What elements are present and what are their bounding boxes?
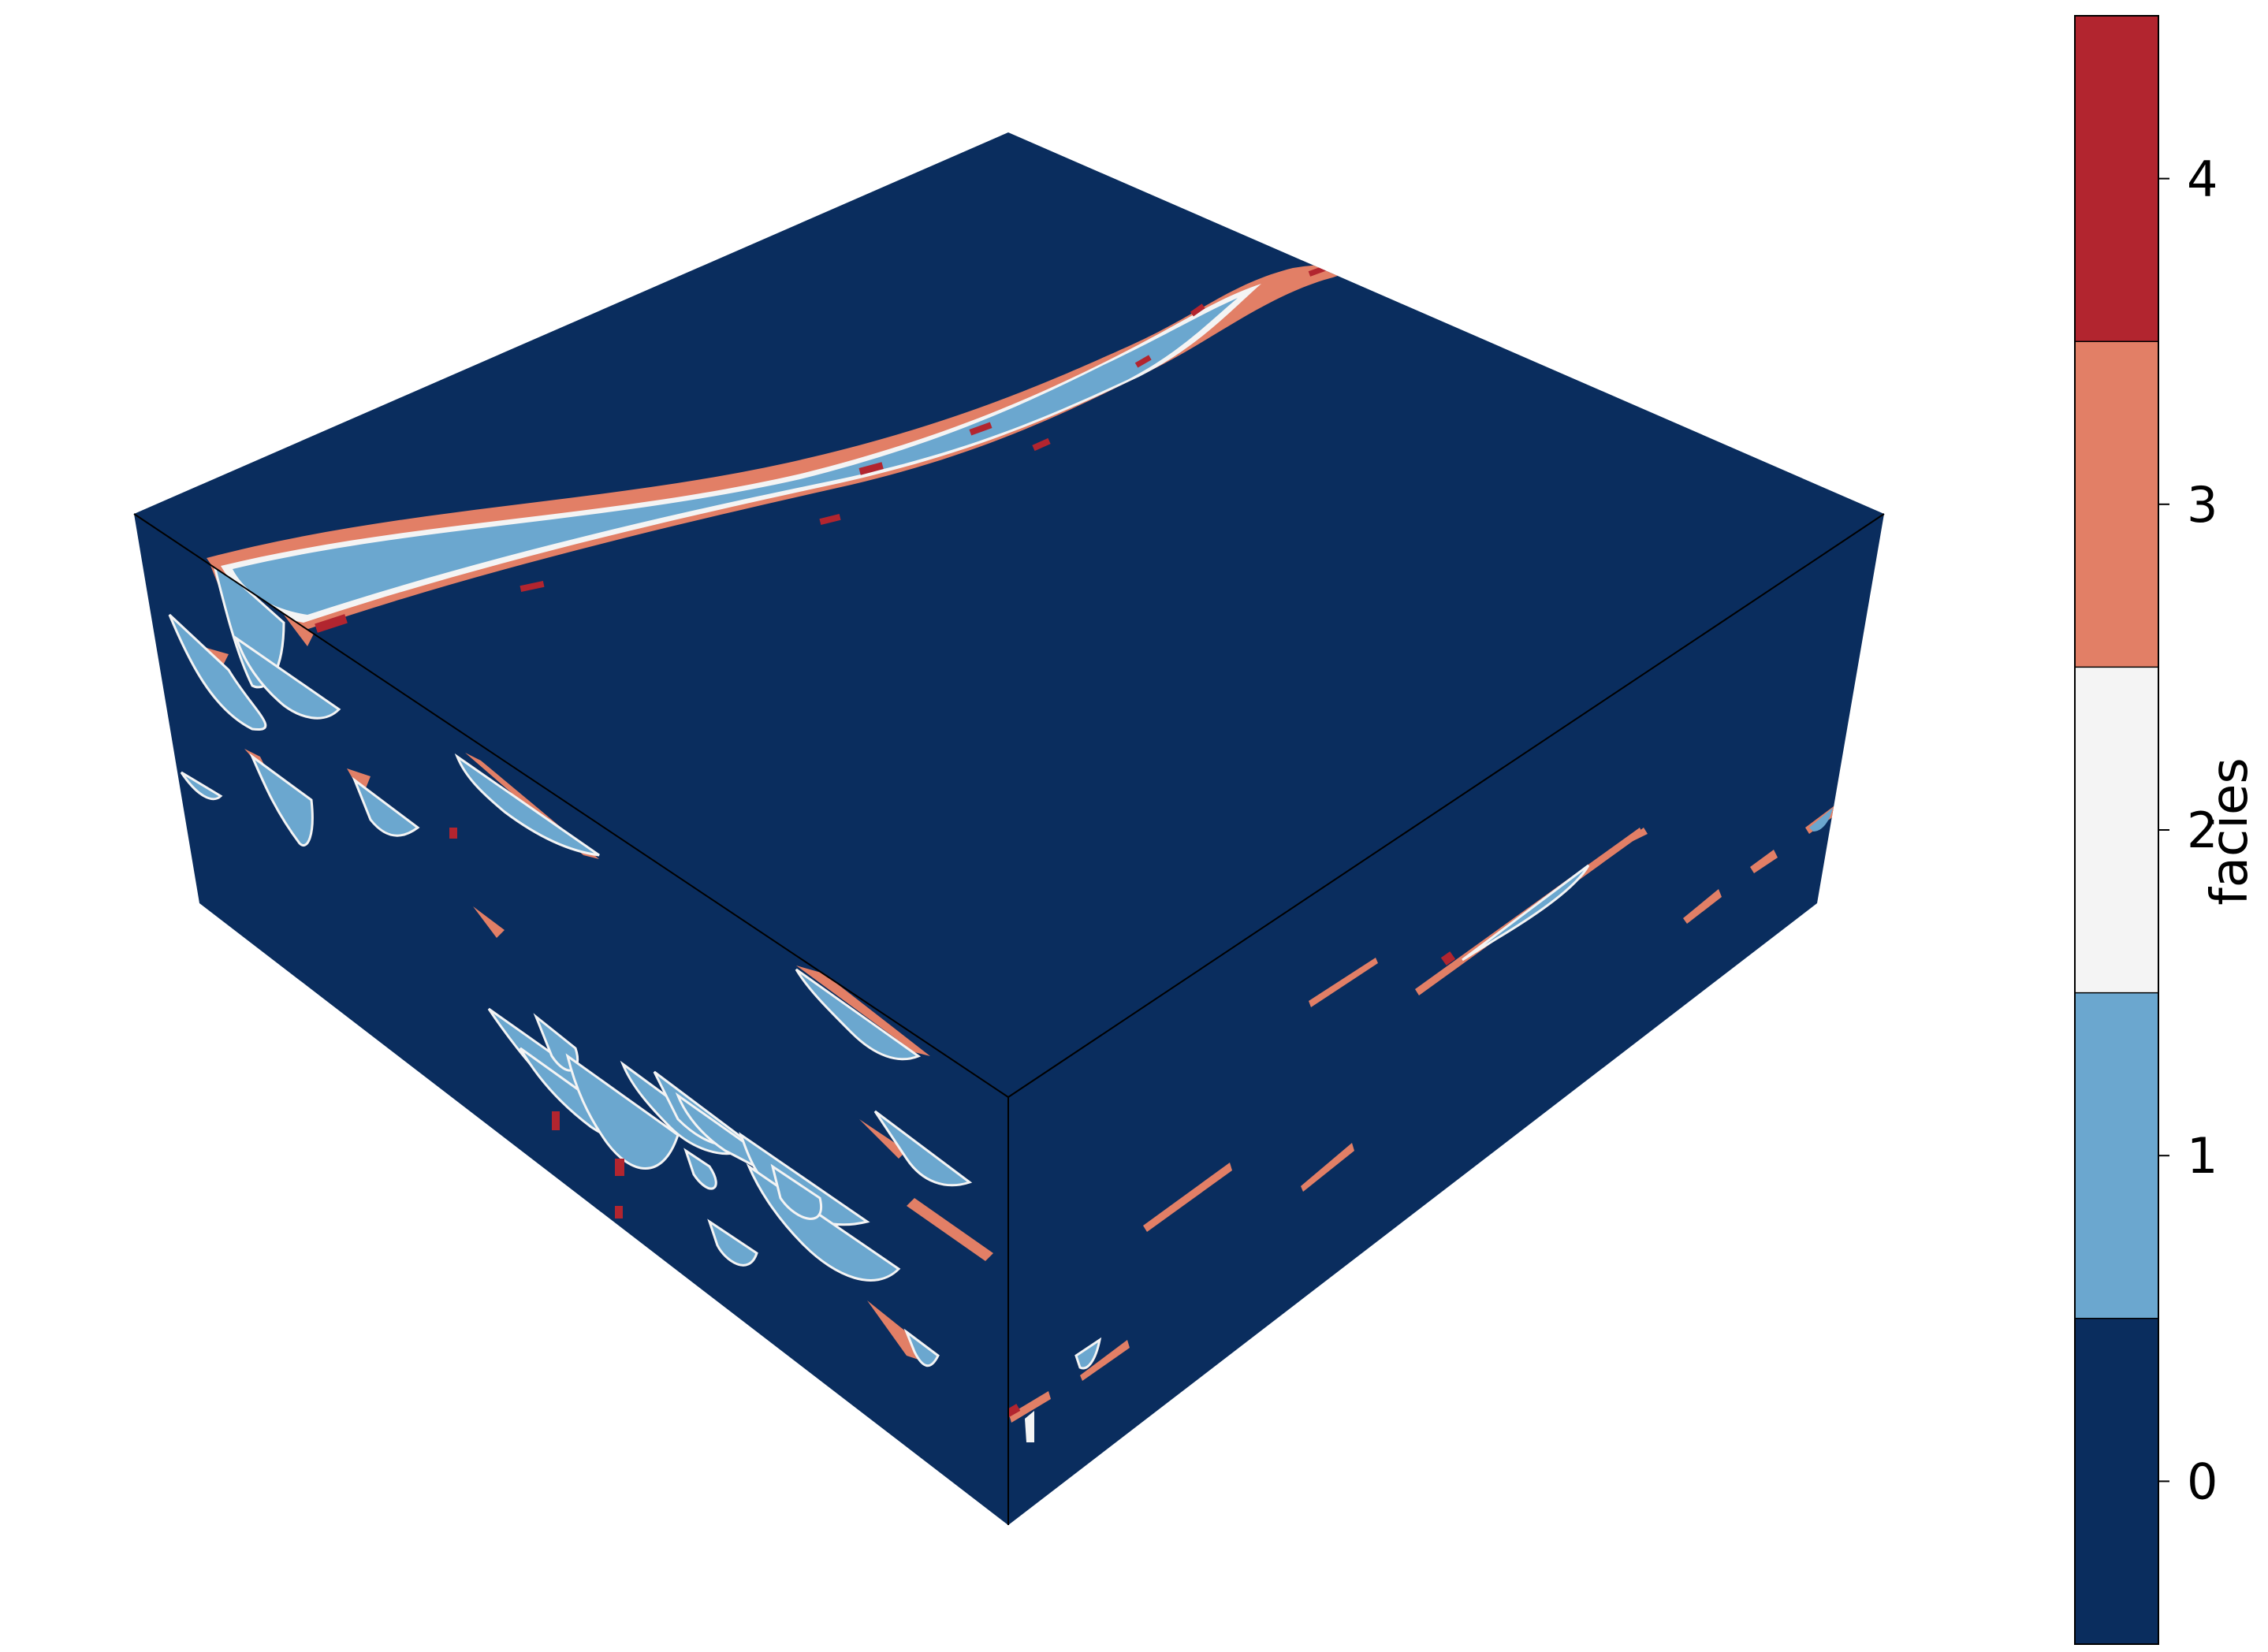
left-face-sand-bodies	[168, 556, 973, 1367]
colorbar-segment-1	[2075, 992, 2158, 1319]
right-face-lag	[1008, 951, 1456, 1418]
colorbar-tick-label-3: 3	[2187, 476, 2218, 534]
cube-top-face	[134, 132, 1884, 1097]
colorbar-segment-2	[2075, 667, 2158, 993]
left-face-lag	[449, 828, 624, 1219]
colorbar-tick-label-4: 4	[2187, 151, 2218, 208]
cube-right-face	[1008, 514, 1884, 1525]
cube-edges	[133, 513, 1885, 1525]
colorbar-tick-label-2: 2	[2187, 802, 2218, 859]
colorbar-tick-label-0: 0	[2187, 1453, 2218, 1510]
colorbar-segment-4	[2075, 16, 2158, 342]
channel-sand-fill	[233, 298, 1238, 615]
cube-left-face	[134, 514, 1008, 1525]
right-face-deposits	[1008, 804, 1840, 1442]
colorbar-segment-0	[2075, 1318, 2158, 1644]
colorbar-label: facies	[2201, 757, 2259, 905]
colorbar: 4 3 2 1 0	[2074, 15, 2218, 1645]
right-face-sand-bodies	[1025, 808, 1833, 1442]
colorbar-segment-3	[2075, 341, 2158, 668]
cube	[134, 132, 1884, 1525]
colorbar-tick-label-1: 1	[2187, 1127, 2218, 1185]
left-face-deposits	[168, 552, 993, 1367]
